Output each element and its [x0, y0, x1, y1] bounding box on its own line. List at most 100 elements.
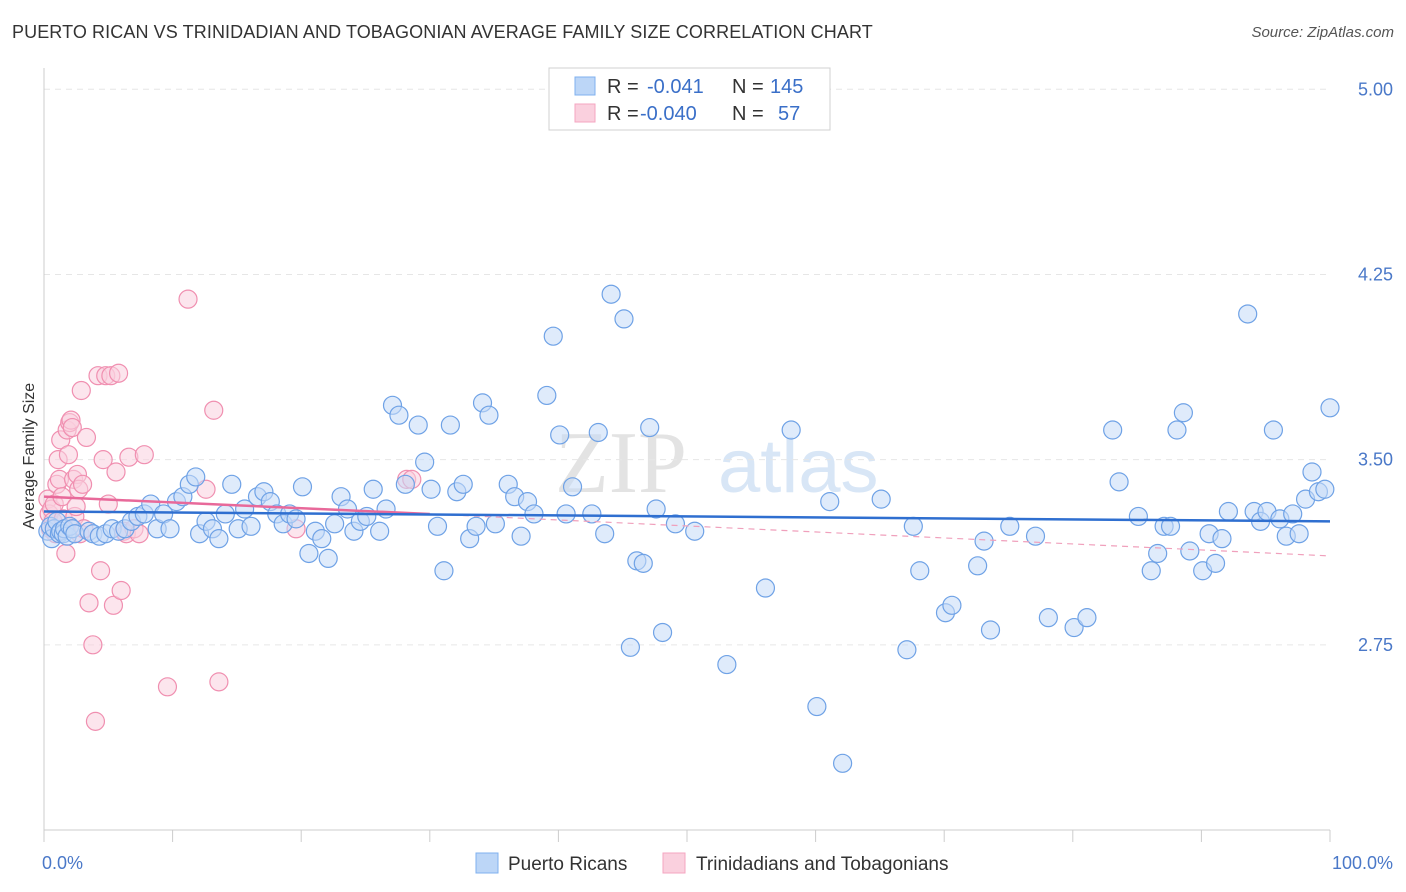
data-point — [897, 640, 917, 660]
data-point — [807, 696, 827, 717]
data-point — [241, 516, 261, 536]
data-point — [440, 415, 460, 435]
data-point — [717, 654, 737, 675]
correlation-legend: R = -0.041 N = 145 R = -0.040 N = 57 — [548, 67, 831, 131]
axes — [43, 68, 1330, 831]
data-point — [408, 415, 428, 435]
data-point — [640, 417, 660, 438]
data-point — [111, 580, 131, 601]
data-point — [76, 427, 97, 448]
data-point — [968, 556, 988, 576]
data-point — [103, 595, 124, 615]
data-point — [58, 445, 79, 465]
data-point — [62, 417, 82, 438]
data-point — [209, 672, 229, 692]
data-point — [292, 477, 313, 497]
data-point — [550, 425, 570, 445]
grid-lines — [44, 88, 1330, 646]
data-point — [370, 521, 390, 541]
data-point — [646, 499, 666, 519]
data-point — [1103, 420, 1123, 440]
data-point — [1141, 561, 1161, 581]
data-point — [903, 516, 923, 536]
data-point — [601, 284, 621, 304]
data-point — [1289, 524, 1309, 544]
data-point — [1180, 541, 1200, 561]
data-point — [56, 543, 76, 564]
data-point — [1128, 506, 1148, 527]
data-point — [871, 489, 891, 509]
data-point — [652, 622, 673, 643]
legend-swatch-blue — [574, 76, 596, 96]
data-point — [543, 326, 563, 346]
data-point — [160, 519, 180, 539]
data-point — [71, 380, 91, 401]
data-point — [325, 514, 345, 534]
bottom-legend-label-pink: Trinidadians and Tobagonians — [696, 854, 948, 875]
legend-swatch-pink — [574, 103, 596, 123]
data-point — [421, 479, 441, 499]
data-point — [1025, 526, 1046, 546]
data-point — [108, 363, 129, 383]
trend-line-puerto-ricans — [43, 510, 1331, 523]
source-label: Source: ZipAtlas.com — [1251, 24, 1394, 41]
data-point — [389, 405, 409, 425]
data-point — [415, 452, 435, 472]
series-legend: Puerto Ricans Trinidadians and Tobagonia… — [475, 852, 948, 875]
data-point — [299, 543, 319, 564]
data-point — [90, 561, 111, 581]
x-tick-label-start: 0.0% — [42, 853, 83, 873]
data-point — [588, 422, 608, 443]
data-point — [1302, 462, 1322, 482]
data-point — [453, 474, 473, 494]
data-point — [1320, 398, 1340, 418]
data-point — [79, 593, 99, 613]
data-point — [1109, 472, 1129, 492]
legend-n-label-pink: N = — [732, 103, 764, 125]
legend-r-label-blue: R = — [607, 76, 639, 98]
data-point — [157, 677, 178, 697]
data-point — [1212, 529, 1232, 549]
legend-n-label-blue: N = — [732, 76, 764, 98]
data-point — [755, 578, 776, 598]
data-point — [1218, 501, 1239, 522]
x-ticks — [43, 830, 1331, 842]
data-point — [98, 494, 118, 514]
trend-line-trinidadians — [43, 495, 430, 516]
data-point — [620, 637, 641, 657]
data-point — [974, 531, 994, 551]
data-point — [562, 477, 583, 497]
trend-line-trinidadians-dashed — [429, 513, 1331, 557]
y-axis-label: Average Family Size — [21, 383, 38, 530]
data-point — [1205, 553, 1226, 573]
legend-r-value-blue: -0.041 — [647, 76, 704, 98]
data-point — [595, 524, 615, 544]
y-tick-label: 5.00 — [1358, 79, 1393, 99]
y-tick-label: 4.25 — [1358, 264, 1393, 284]
data-point — [395, 474, 415, 494]
x-tick-label-end: 100.0% — [1332, 853, 1393, 873]
data-point — [781, 420, 801, 440]
data-point — [537, 385, 557, 406]
data-point — [186, 467, 206, 487]
data-point — [479, 405, 499, 425]
data-point — [209, 529, 229, 549]
y-tick-label: 2.75 — [1358, 635, 1393, 655]
data-point — [434, 561, 454, 581]
data-point — [1038, 608, 1058, 628]
data-point — [427, 516, 448, 536]
data-point — [1238, 304, 1258, 324]
watermark-atlas: atlas — [718, 424, 879, 509]
y-tick-label: 3.50 — [1358, 450, 1393, 470]
data-point — [1000, 516, 1020, 536]
data-point — [1173, 403, 1193, 423]
bottom-legend-swatch-blue — [475, 852, 499, 874]
data-point — [1064, 617, 1084, 638]
trend-lines — [43, 495, 1331, 557]
data-point — [942, 595, 962, 615]
data-point — [614, 309, 634, 329]
legend-n-value-blue: 145 — [770, 76, 803, 98]
data-point — [204, 400, 224, 420]
data-point — [1263, 420, 1284, 440]
